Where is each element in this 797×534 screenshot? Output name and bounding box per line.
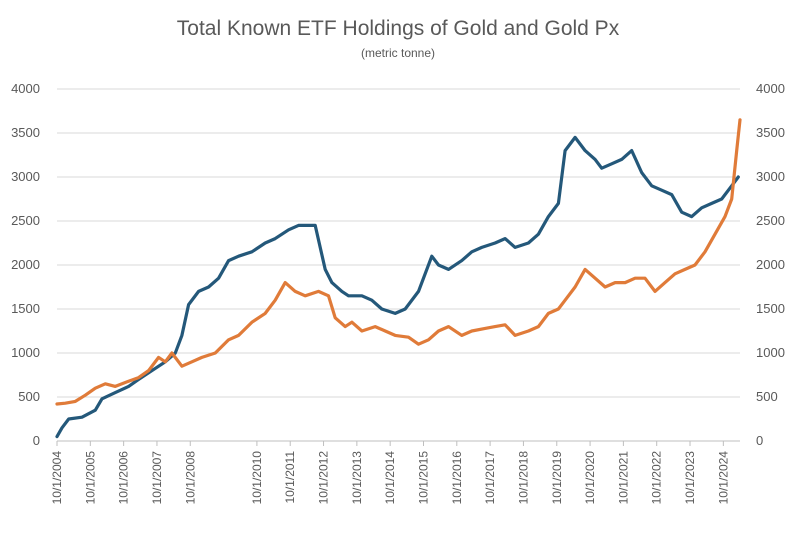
x-tick-label: 10/1/2006 xyxy=(117,451,131,505)
right-y-tick-label: 1000 xyxy=(756,345,785,360)
gridlines xyxy=(57,88,740,398)
chart-title: Total Known ETF Holdings of Gold and Gol… xyxy=(177,17,620,40)
right-y-tick-label: 4000 xyxy=(756,81,785,96)
left-y-tick-label: 0 xyxy=(33,433,40,448)
x-tick-label: 10/1/2004 xyxy=(50,451,64,505)
chart-subtitle: (metric tonne) xyxy=(361,46,435,60)
x-tick-label: 10/1/2015 xyxy=(416,451,430,505)
left-y-axis: 0 500 1000 1500 2000 2500 3000 3500 4000 xyxy=(11,81,40,448)
x-tick-label: 10/1/2008 xyxy=(183,451,197,505)
right-y-tick-label: 3500 xyxy=(756,125,785,140)
left-y-tick-label: 2500 xyxy=(11,213,40,228)
x-tick-label: 10/1/2010 xyxy=(250,451,264,505)
x-tick-label: 10/1/2011 xyxy=(283,451,297,504)
x-tick-label: 10/1/2005 xyxy=(83,451,97,505)
right-y-tick-label: 500 xyxy=(756,389,778,404)
x-tick-label: 10/1/2019 xyxy=(550,451,564,505)
gold-px-line xyxy=(55,118,742,406)
left-y-tick-label: 1000 xyxy=(11,345,40,360)
left-y-tick-label: 4000 xyxy=(11,81,40,96)
x-tick-label: 10/1/2021 xyxy=(616,451,630,505)
right-y-tick-label: 3000 xyxy=(756,169,785,184)
x-tick-label: 10/1/2024 xyxy=(716,451,730,505)
right-y-tick-label: 2000 xyxy=(756,257,785,272)
x-tick-label: 10/1/2016 xyxy=(450,451,464,505)
x-tick-label: 10/1/2014 xyxy=(383,451,397,505)
x-tick-label: 10/1/2007 xyxy=(150,451,164,505)
x-tick-label: 10/1/2012 xyxy=(317,451,331,505)
x-axis: 10/1/2004 10/1/2005 10/1/2006 10/1/2007 10/1… xyxy=(50,440,740,505)
x-tick-label: 10/1/2022 xyxy=(650,451,664,505)
series-group xyxy=(55,118,742,439)
x-tick-label: 10/1/2018 xyxy=(516,451,530,505)
right-y-tick-label: 1500 xyxy=(756,301,785,316)
right-y-tick-label: 0 xyxy=(756,433,763,448)
left-y-tick-label: 1500 xyxy=(11,301,40,316)
left-y-tick-label: 500 xyxy=(18,389,40,404)
right-y-tick-label: 2500 xyxy=(756,213,785,228)
left-y-tick-label: 3000 xyxy=(11,169,40,184)
x-tick-label: 10/1/2023 xyxy=(683,451,697,505)
etf-holdings-line xyxy=(55,135,740,439)
x-tick-label: 10/1/2020 xyxy=(583,451,597,505)
left-y-tick-label: 2000 xyxy=(11,257,40,272)
x-tick-label: 10/1/2017 xyxy=(483,451,497,505)
x-tick-label: 10/1/2013 xyxy=(350,451,364,505)
left-y-tick-label: 3500 xyxy=(11,125,40,140)
right-y-axis: 0 500 1000 1500 2000 2500 3000 3500 4000 xyxy=(756,81,785,448)
